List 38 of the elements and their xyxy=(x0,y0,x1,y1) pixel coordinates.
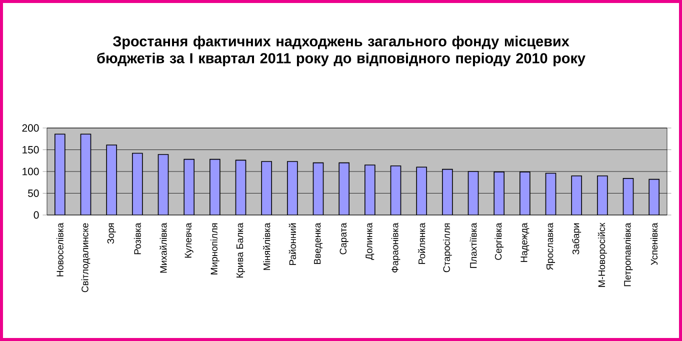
x-tick-label: Розівка xyxy=(134,222,141,254)
x-tick-label: Фараонівка xyxy=(391,222,400,272)
bar xyxy=(312,162,324,215)
bar xyxy=(468,171,479,215)
bar xyxy=(545,172,556,215)
x-tick-label: Міняйлівка xyxy=(263,222,270,270)
x-tick-label: Успенівка xyxy=(650,222,658,265)
bar xyxy=(622,178,634,215)
x-tick-label: М-Новоросійск xyxy=(598,222,607,287)
chart-title: Зростання фактичних надходжень загального фонду місцевих бюджетів за I квартал 2011 року до відповідного періоду 2010 року xyxy=(97,36,586,66)
x-tick-label: Кулевча xyxy=(184,222,194,258)
x-tick-label: Сергівка xyxy=(494,222,504,260)
x-tick-label: Районний xyxy=(288,223,296,265)
y-tick-label: 100 xyxy=(22,168,39,176)
bar xyxy=(80,134,92,215)
x-tick-label: Плахтіївка xyxy=(470,222,477,268)
y-tick-label: 50 xyxy=(28,190,39,197)
x-tick-label: Петропавлівка xyxy=(624,222,633,286)
x-tick-label: Мирнопілля xyxy=(210,223,220,274)
x-tick-label: Михайлівка xyxy=(160,222,167,273)
y-tick-label: 200 xyxy=(22,124,39,132)
y-tick-label: 150 xyxy=(22,146,39,154)
x-tick-label: Надежда xyxy=(520,222,530,262)
x-tick-label: Долинка xyxy=(366,222,374,260)
bar xyxy=(235,160,246,215)
bar xyxy=(390,165,402,215)
x-tick-label: Ярославка xyxy=(546,222,556,270)
bar xyxy=(158,154,169,215)
x-tick-label: Забари xyxy=(572,223,582,254)
y-tick-label: 0 xyxy=(34,211,39,219)
x-tick-label: Сарата xyxy=(340,222,348,254)
x-tick-label: Ройлянка xyxy=(418,222,426,264)
x-tick-label: Новоселівка xyxy=(56,222,64,276)
x-tick-label: Зоря xyxy=(107,223,116,244)
x-tick-label: Крива Балка xyxy=(236,222,245,278)
x-tick-label: Введенка xyxy=(314,222,322,264)
x-tick-label: Старосілля xyxy=(443,223,452,272)
x-tick-label: Світлодалинске xyxy=(81,223,90,292)
